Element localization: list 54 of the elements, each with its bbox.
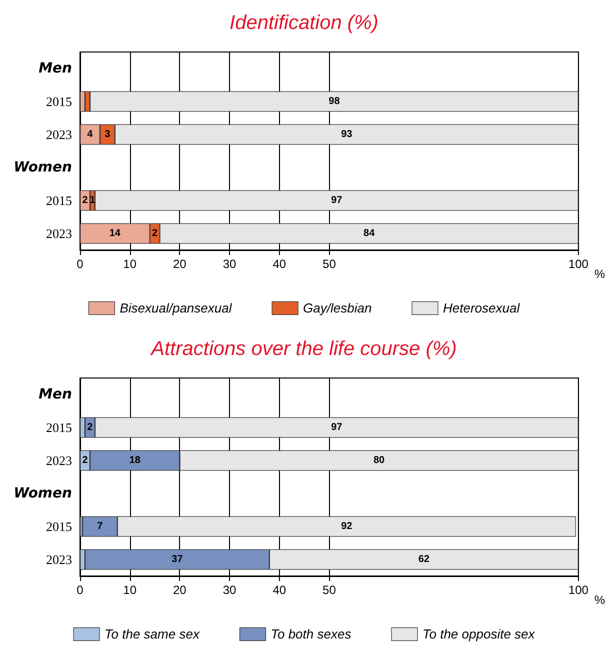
legend-label: Bisexual/pansexual (120, 300, 233, 316)
y-tick-label: 2015 (46, 193, 72, 208)
x-tick-label: 30 (222, 257, 237, 271)
legend-label: Gay/lesbian (303, 300, 372, 316)
data-label: 7 (97, 521, 104, 532)
x-tick-label: 20 (173, 583, 187, 597)
legend-label: To the same sex (104, 626, 200, 642)
y-tick-label: 2023 (46, 226, 72, 241)
data-label: 93 (341, 129, 353, 140)
data-label: 92 (341, 521, 353, 532)
legend-label: To both sexes (270, 626, 352, 642)
x-tick-label: 30 (222, 583, 237, 597)
x-tick-label: 20 (173, 257, 187, 271)
data-label: 2 (82, 195, 88, 206)
data-label: 18 (129, 455, 141, 466)
y-tick-label: 2015 (46, 519, 72, 534)
data-label: 4 (87, 129, 94, 140)
data-label: 37 (172, 554, 184, 565)
data-label: 62 (418, 554, 430, 565)
data-label: 97 (331, 422, 343, 433)
data-label: 97 (331, 195, 343, 206)
y-tick-label: Men (38, 60, 72, 76)
data-label: 2 (152, 228, 158, 239)
x-axis-title: % (594, 593, 606, 607)
data-label: 2 (87, 422, 94, 433)
x-tick-label: 10 (123, 583, 137, 597)
x-tick-label: 40 (272, 257, 286, 271)
y-tick-label: 2023 (46, 552, 72, 567)
x-tick-label: 100 (568, 257, 589, 271)
y-tick-label: Women (14, 486, 72, 502)
x-axis-title: % (594, 267, 606, 281)
y-tick-label: Men (38, 386, 72, 402)
data-label: 3 (104, 129, 111, 140)
y-tick-label: 2015 (46, 94, 72, 109)
x-tick-label: 0 (76, 257, 84, 271)
data-label: 98 (328, 96, 340, 107)
legend-label: Heterosexual (442, 300, 521, 316)
x-tick-label: 40 (272, 583, 286, 597)
chart-title: Identification (%) (230, 12, 378, 34)
y-tick-label: 2015 (46, 420, 72, 435)
y-tick-label: Women (14, 160, 72, 176)
x-tick-label: 50 (322, 257, 336, 271)
chart-title: Attractions over the life course (%) (150, 338, 457, 360)
y-tick-label: 2023 (46, 453, 72, 468)
data-label: 14 (109, 228, 121, 239)
y-tick-label: 2023 (46, 127, 72, 142)
x-tick-label: 10 (123, 257, 137, 271)
x-tick-label: 100 (568, 583, 589, 597)
x-tick-label: 0 (76, 583, 84, 597)
data-label: 2 (82, 455, 88, 466)
data-label: 80 (373, 455, 386, 466)
data-label: 84 (364, 228, 376, 239)
x-tick-label: 50 (322, 583, 336, 597)
legend-label: To the opposite sex (422, 626, 536, 642)
